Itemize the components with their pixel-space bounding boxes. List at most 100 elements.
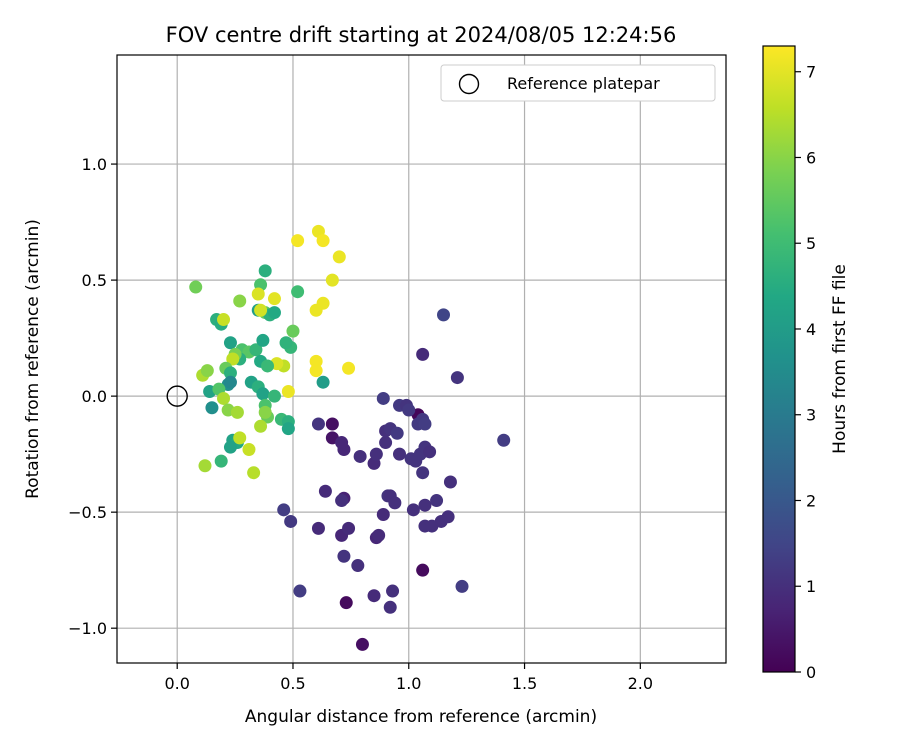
data-point (369, 447, 383, 461)
data-point (223, 336, 237, 350)
data-point (332, 250, 346, 264)
data-point (254, 419, 268, 433)
data-point (226, 352, 240, 366)
data-point (309, 354, 323, 368)
data-point (293, 584, 307, 598)
data-point (388, 496, 402, 510)
data-point (217, 391, 231, 405)
data-point (316, 296, 330, 310)
chart-title: FOV centre drift starting at 2024/08/05 … (166, 23, 677, 47)
data-point (217, 313, 231, 327)
data-point (230, 405, 244, 419)
data-point (353, 449, 367, 463)
data-point (416, 347, 430, 361)
legend: Reference platepar (440, 64, 716, 102)
x-tick-label: 0.5 (280, 674, 305, 693)
colorbar-tick-label: 0 (806, 663, 816, 682)
data-point (284, 514, 298, 528)
grid (117, 55, 726, 663)
legend-marker-circle-icon (458, 73, 480, 95)
data-point (261, 359, 275, 373)
x-tick-label: 1.0 (396, 674, 421, 693)
data-point (383, 600, 397, 614)
data-point (406, 503, 420, 517)
legend-label: Reference platepar (507, 74, 660, 93)
data-point (281, 422, 295, 436)
data-point (386, 584, 400, 598)
y-axis-label: Rotation from reference (arcmin) (23, 219, 43, 499)
data-point (267, 389, 281, 403)
data-point (256, 387, 270, 401)
data-point (342, 361, 356, 375)
data-point (267, 306, 281, 320)
x-axis-label: Angular distance from reference (arcmin) (245, 707, 597, 727)
data-point (198, 459, 212, 473)
colorbar-tick-label: 3 (806, 406, 816, 425)
reference-marker (166, 385, 188, 407)
data-point (497, 433, 511, 447)
data-point (247, 466, 261, 480)
data-point (376, 391, 390, 405)
x-tick-label: 0.0 (164, 674, 189, 693)
data-point (418, 417, 432, 431)
data-point (249, 343, 263, 357)
data-point (242, 443, 256, 457)
data-point (233, 431, 247, 445)
colorbar-tick-label: 2 (806, 491, 816, 510)
colorbar: 0 1 2 3 4 5 6 7 Hours from first FF file (762, 45, 850, 682)
y-tick-label: −0.5 (68, 503, 107, 522)
data-point (393, 447, 407, 461)
data-point (316, 234, 330, 248)
data-point (281, 384, 295, 398)
data-point (339, 596, 353, 610)
data-point (376, 507, 390, 521)
data-point (318, 484, 332, 498)
data-point (286, 324, 300, 338)
data-point (325, 273, 339, 287)
data-point (309, 364, 323, 378)
data-point (258, 264, 272, 278)
colorbar-tick-label: 6 (806, 148, 816, 167)
colorbar-tick-label: 5 (806, 234, 816, 253)
data-point (335, 494, 349, 508)
reference-platepar-marker (166, 385, 188, 407)
colorbar-tick-label: 4 (806, 320, 816, 339)
data-point (223, 375, 237, 389)
data-point (189, 280, 203, 294)
data-point (311, 521, 325, 535)
data-point (402, 403, 416, 417)
data-point (267, 292, 281, 306)
colorbar-tick-label: 7 (806, 63, 816, 82)
data-point (256, 333, 270, 347)
data-point (279, 336, 293, 350)
data-point (291, 234, 305, 248)
data-point (277, 503, 291, 517)
data-point (342, 521, 356, 535)
data-point (372, 528, 386, 542)
y-tick-label: 0.5 (82, 271, 107, 290)
data-point (251, 287, 265, 301)
data-point (233, 294, 247, 308)
data-point (390, 426, 404, 440)
data-point (430, 494, 444, 508)
data-point (379, 436, 393, 450)
y-tick-label: 0.0 (82, 387, 107, 406)
colorbar-label: Hours from first FF file (830, 264, 850, 454)
data-point (311, 417, 325, 431)
x-tick-label: 2.0 (628, 674, 653, 693)
data-point (355, 637, 369, 651)
data-point (337, 549, 351, 563)
data-point (423, 445, 437, 459)
data-point (455, 579, 469, 593)
data-point (335, 436, 349, 450)
data-point (416, 466, 430, 480)
data-point (291, 285, 305, 299)
y-tick-label: −1.0 (68, 619, 107, 638)
data-point (254, 303, 268, 317)
plot-frame (116, 54, 727, 664)
data-point (351, 559, 365, 573)
legend-box (440, 64, 716, 102)
y-tick-label: 1.0 (82, 155, 107, 174)
data-point (436, 308, 450, 322)
